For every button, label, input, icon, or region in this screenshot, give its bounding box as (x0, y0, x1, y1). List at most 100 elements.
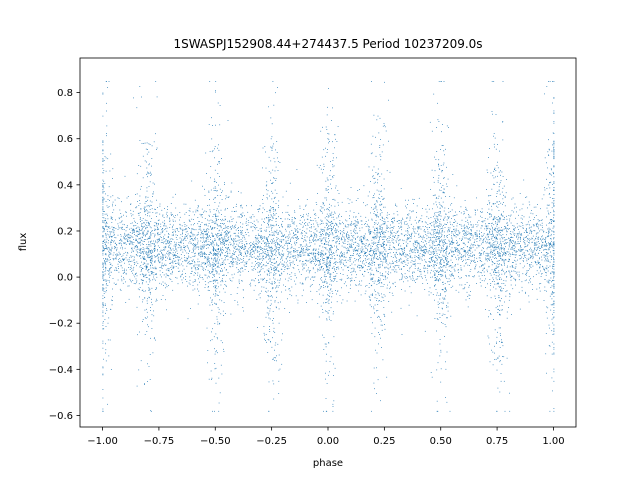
data-point (285, 243, 287, 244)
data-point (543, 249, 545, 251)
data-point (137, 247, 138, 248)
data-point (158, 239, 160, 241)
data-point (481, 272, 482, 274)
data-point (547, 270, 549, 272)
data-point (548, 231, 549, 232)
data-point (302, 269, 304, 271)
data-point (283, 264, 285, 266)
data-point (371, 255, 373, 257)
data-point (244, 215, 245, 217)
data-point (409, 250, 410, 252)
data-point (228, 247, 229, 248)
data-point (333, 240, 334, 241)
data-point (525, 237, 527, 238)
data-point (314, 276, 316, 278)
data-point (553, 203, 554, 205)
data-point (250, 244, 252, 246)
data-point (252, 269, 254, 271)
data-point (242, 212, 244, 214)
data-point (108, 247, 110, 248)
data-point (171, 227, 173, 229)
data-point (296, 242, 298, 243)
data-point (404, 276, 406, 278)
data-point (109, 262, 111, 263)
data-point (516, 236, 517, 238)
data-point (113, 241, 114, 243)
data-point (509, 240, 511, 242)
data-point (340, 260, 342, 262)
data-point (334, 269, 336, 271)
data-point (486, 238, 487, 240)
data-point (377, 245, 378, 247)
data-point (446, 259, 447, 261)
data-point (520, 239, 521, 241)
data-point (410, 249, 412, 251)
data-point (464, 232, 466, 233)
data-point (239, 250, 241, 252)
data-point (182, 261, 184, 263)
data-point (379, 229, 381, 230)
data-point (471, 226, 473, 228)
data-point (252, 223, 254, 224)
data-point (220, 250, 222, 251)
data-point (299, 223, 301, 224)
data-point (206, 244, 208, 246)
data-point (314, 213, 316, 214)
data-point (240, 205, 241, 206)
data-point (377, 264, 379, 265)
data-point (448, 266, 450, 268)
data-point (388, 249, 390, 250)
data-point (276, 285, 278, 287)
data-point (453, 226, 455, 227)
data-point (247, 232, 249, 233)
data-point (339, 261, 341, 262)
data-point (111, 248, 113, 249)
data-point (166, 216, 168, 218)
data-point (351, 235, 353, 236)
data-point (286, 256, 288, 258)
data-point (453, 242, 454, 244)
data-point (136, 265, 137, 267)
data-point (188, 263, 190, 265)
data-point (432, 260, 434, 261)
data-point (456, 248, 458, 250)
data-point (241, 255, 242, 256)
data-point (197, 274, 198, 276)
data-point (396, 265, 398, 266)
data-point (214, 213, 216, 215)
data-point (204, 252, 205, 254)
data-point (251, 248, 253, 250)
data-point (535, 206, 537, 208)
data-point (202, 266, 203, 268)
data-point (280, 268, 282, 270)
data-point (456, 251, 458, 253)
data-point (215, 222, 217, 224)
data-point (506, 218, 508, 220)
data-point (153, 244, 155, 246)
data-point (186, 228, 188, 230)
data-point (514, 271, 516, 272)
data-point (197, 288, 198, 290)
data-point (193, 266, 195, 268)
data-point (371, 269, 373, 271)
data-point (166, 211, 168, 213)
data-point (227, 237, 229, 239)
data-point (167, 243, 169, 244)
data-point (152, 271, 153, 273)
data-point (418, 257, 420, 258)
data-point (330, 227, 332, 229)
data-point (360, 252, 362, 253)
data-point (311, 276, 313, 278)
data-point (543, 300, 545, 301)
data-point (268, 226, 270, 228)
data-point (204, 195, 206, 196)
data-point (254, 228, 256, 230)
data-point (423, 235, 424, 237)
data-point (320, 266, 322, 267)
data-point (508, 248, 509, 250)
data-point (476, 247, 478, 249)
data-point (363, 238, 365, 240)
data-point (126, 226, 128, 228)
data-point (538, 272, 540, 274)
data-point (108, 255, 110, 257)
